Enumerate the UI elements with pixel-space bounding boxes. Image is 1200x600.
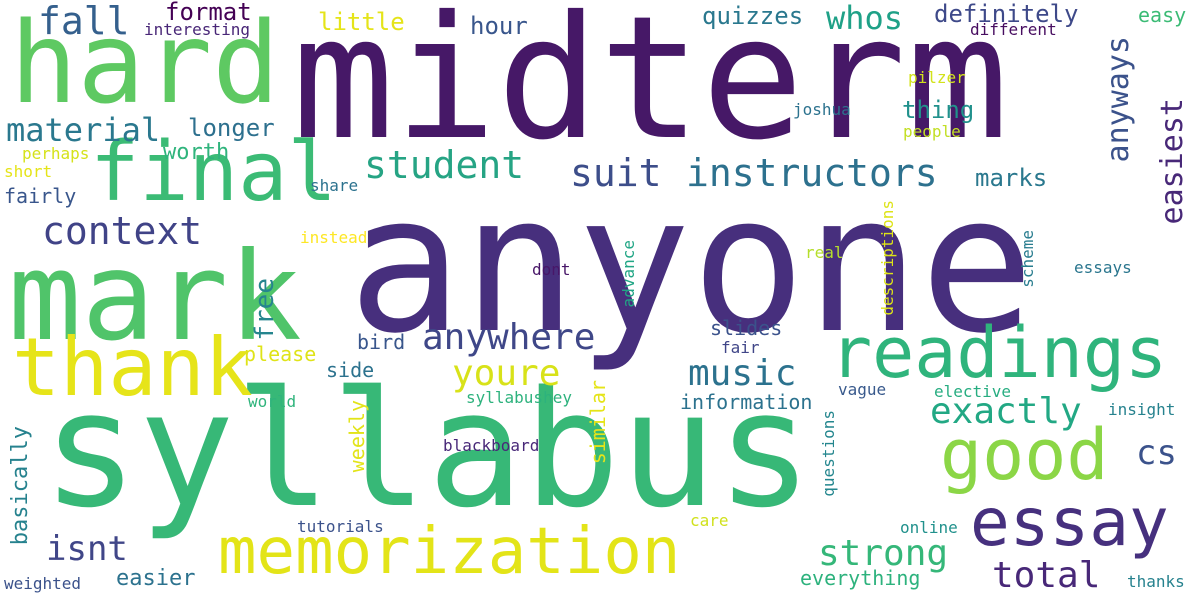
word-mark: mark [8,226,302,368]
word-similar: similar [586,380,610,465]
word-scheme: scheme [1018,230,1037,288]
word-syllabushey: syllabushey [466,388,572,407]
word-anywhere: anywhere [422,317,596,358]
word-dont: dont [532,260,571,279]
word-questions: questions [819,410,838,497]
word-easy: easy [1138,3,1187,27]
word-weighted: weighted [4,574,82,593]
word-free: free [250,278,280,341]
word-short: short [4,162,53,181]
word-format: format [165,0,252,26]
word-everything: everything [800,566,921,590]
word-real: real [805,243,844,262]
word-joshua: joshua [793,100,851,119]
word-instead: instead [300,228,368,247]
word-advance: advance [619,240,638,308]
word-share: share [310,176,359,195]
word-student: student [364,143,525,187]
word-memorization: memorization [218,515,681,589]
word-fall: fall [38,0,130,43]
word-cs: cs [1136,433,1177,473]
word-world: world [248,392,297,411]
word-information: information [680,390,813,414]
word-side: side [326,358,375,382]
word-hour: hour [470,12,528,40]
word-material: material [6,111,161,149]
word-syllabus: syllabus [42,356,813,543]
word-weekly: weekly [345,400,369,473]
word-interesting: interesting [144,20,250,39]
word-little: little [318,8,405,36]
word-people: people [903,122,961,141]
word-strong: strong [818,533,949,574]
word-definitely: definitely [934,0,1079,28]
word-descriptions: descriptions [878,200,897,316]
word-fairly: fairly [4,184,77,208]
word-exactly: exactly [930,391,1082,432]
word-easiest: easiest [1155,98,1190,225]
word-care: care [690,511,729,530]
word-readings: readings [830,312,1168,394]
word-anyways: anyways [1101,36,1136,163]
word-marks: marks [975,164,1048,192]
word-midterm: midterm [292,0,1009,178]
word-elective: elective [934,382,1012,401]
word-essay: essay [970,484,1169,561]
word-thank: thank [12,321,253,414]
word-thing: thing [902,96,975,124]
word-longer: longer [188,114,275,142]
word-basically: basically [8,426,33,546]
word-worth: worth [163,140,230,165]
word-essays: essays [1074,258,1132,277]
word-insight: insight [1108,400,1176,419]
word-tutorials: tutorials [297,517,384,536]
word-instructors: instructors [686,151,938,195]
word-total: total [992,555,1101,596]
word-isnt: isnt [46,529,128,569]
word-thanks: thanks [1127,572,1185,591]
word-youre: youre [452,353,561,394]
word-easier: easier [116,566,196,591]
word-music: music [688,353,797,394]
word-please: please [244,342,317,366]
word-context: context [42,209,203,253]
word-different: different [970,20,1057,39]
word-slides: slides [710,316,783,340]
word-vague: vague [838,380,887,399]
word-hard: hard [10,0,280,129]
word-perhaps: perhaps [22,144,90,163]
word-online: online [900,518,958,537]
word-quizzes: quizzes [702,2,804,30]
word-blackboard: blackboard [443,436,540,455]
word-anyone: anyone [348,154,1035,375]
word-good: good [940,414,1109,496]
word-pilzer: pilzer [908,68,966,87]
word-suit: suit [570,151,662,195]
word-whos: whos [826,0,904,37]
word-fair: fair [721,338,760,357]
word-bird: bird [357,330,406,354]
word-final: final [90,125,337,220]
